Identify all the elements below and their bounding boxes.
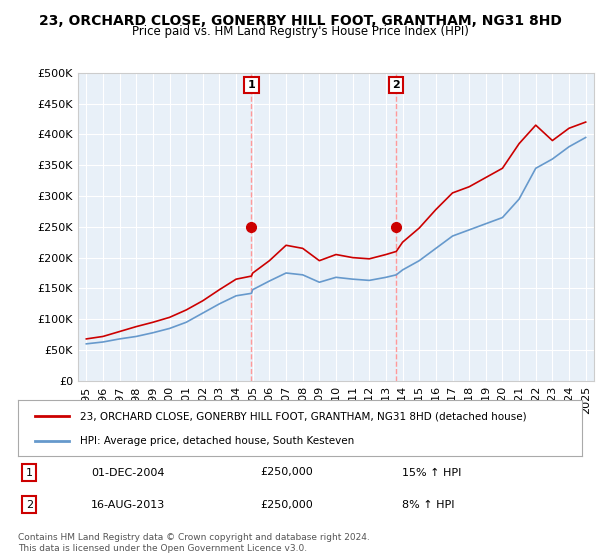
Text: 15% ↑ HPI: 15% ↑ HPI [401, 468, 461, 478]
Text: 01-DEC-2004: 01-DEC-2004 [91, 468, 165, 478]
Text: 1: 1 [26, 468, 33, 478]
Text: 2: 2 [26, 500, 33, 510]
Text: 2: 2 [392, 80, 400, 90]
Text: Price paid vs. HM Land Registry's House Price Index (HPI): Price paid vs. HM Land Registry's House … [131, 25, 469, 38]
Text: 8% ↑ HPI: 8% ↑ HPI [401, 500, 454, 510]
Text: £250,000: £250,000 [260, 500, 313, 510]
Text: 23, ORCHARD CLOSE, GONERBY HILL FOOT, GRANTHAM, NG31 8HD (detached house): 23, ORCHARD CLOSE, GONERBY HILL FOOT, GR… [80, 411, 527, 421]
Text: £250,000: £250,000 [260, 468, 313, 478]
Text: HPI: Average price, detached house, South Kesteven: HPI: Average price, detached house, Sout… [80, 436, 354, 446]
Text: 16-AUG-2013: 16-AUG-2013 [91, 500, 166, 510]
Text: 23, ORCHARD CLOSE, GONERBY HILL FOOT, GRANTHAM, NG31 8HD: 23, ORCHARD CLOSE, GONERBY HILL FOOT, GR… [38, 14, 562, 28]
Text: Contains HM Land Registry data © Crown copyright and database right 2024.
This d: Contains HM Land Registry data © Crown c… [18, 533, 370, 553]
Text: 1: 1 [248, 80, 256, 90]
